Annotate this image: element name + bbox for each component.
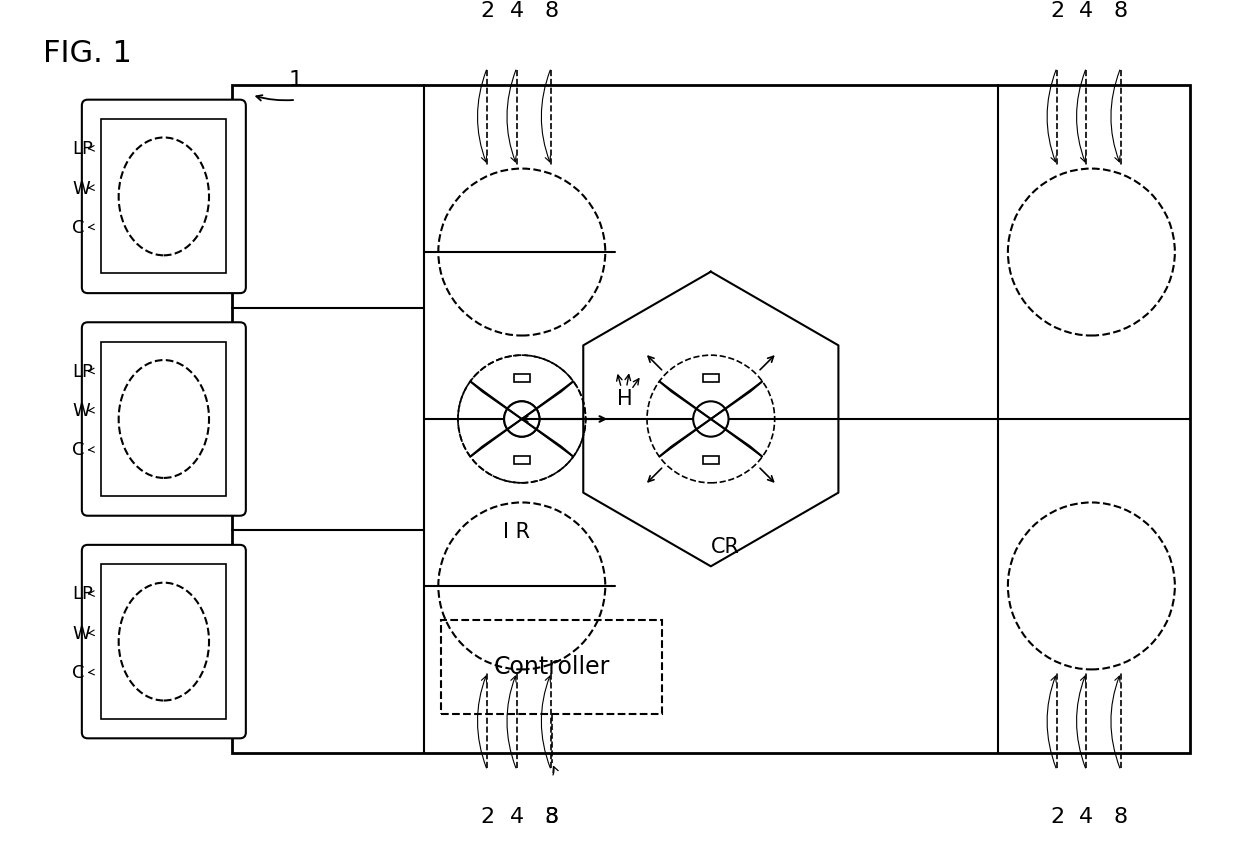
Text: 3: 3 — [544, 807, 559, 827]
Text: C: C — [72, 664, 84, 682]
Bar — [102, 119, 226, 273]
Text: 1: 1 — [289, 70, 303, 90]
Text: 4: 4 — [1079, 1, 1094, 21]
Text: 4: 4 — [1079, 807, 1094, 827]
Text: W: W — [72, 402, 89, 420]
Text: 2: 2 — [480, 1, 495, 21]
Circle shape — [505, 401, 539, 437]
Text: W: W — [72, 625, 89, 643]
Text: 8: 8 — [1114, 1, 1128, 21]
Bar — [102, 564, 226, 719]
Text: LP: LP — [72, 363, 93, 381]
Text: LP: LP — [72, 140, 93, 158]
Bar — [703, 374, 719, 382]
Bar — [441, 621, 662, 714]
Bar — [703, 456, 719, 464]
Bar — [102, 342, 226, 496]
Text: 2: 2 — [1050, 807, 1064, 827]
Text: FIG. 1: FIG. 1 — [42, 39, 131, 68]
Circle shape — [693, 401, 729, 437]
Text: H: H — [616, 389, 632, 409]
Text: C: C — [72, 219, 84, 237]
Bar — [513, 456, 529, 464]
FancyBboxPatch shape — [82, 545, 246, 739]
Bar — [232, 85, 1189, 753]
Text: 4: 4 — [510, 1, 525, 21]
Text: 8: 8 — [544, 807, 558, 827]
Text: W: W — [72, 180, 89, 198]
Text: C: C — [72, 442, 84, 460]
FancyBboxPatch shape — [82, 99, 246, 293]
Text: 8: 8 — [544, 1, 558, 21]
Text: 2: 2 — [480, 807, 495, 827]
Text: LP: LP — [72, 586, 93, 603]
FancyBboxPatch shape — [82, 322, 246, 515]
Circle shape — [505, 401, 539, 437]
Text: CR: CR — [711, 537, 740, 556]
Text: 4: 4 — [510, 807, 525, 827]
Text: 8: 8 — [1114, 807, 1128, 827]
Text: 2: 2 — [1050, 1, 1064, 21]
Bar — [513, 374, 529, 382]
Text: Controller: Controller — [494, 655, 610, 679]
Text: I R: I R — [503, 522, 531, 542]
